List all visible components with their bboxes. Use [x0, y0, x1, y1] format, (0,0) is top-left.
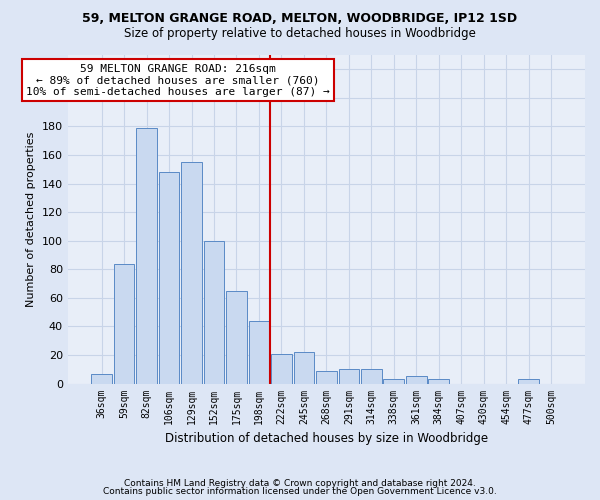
Text: 59, MELTON GRANGE ROAD, MELTON, WOODBRIDGE, IP12 1SD: 59, MELTON GRANGE ROAD, MELTON, WOODBRID…: [82, 12, 518, 26]
Bar: [136, 128, 157, 384]
Bar: [271, 354, 292, 384]
Text: Size of property relative to detached houses in Woodbridge: Size of property relative to detached ho…: [124, 28, 476, 40]
Text: Contains public sector information licensed under the Open Government Licence v3: Contains public sector information licen…: [103, 487, 497, 496]
Bar: [406, 376, 427, 384]
Bar: [226, 290, 247, 384]
Bar: [158, 172, 179, 384]
Text: 59 MELTON GRANGE ROAD: 216sqm
← 89% of detached houses are smaller (760)
10% of : 59 MELTON GRANGE ROAD: 216sqm ← 89% of d…: [26, 64, 330, 97]
Bar: [338, 370, 359, 384]
Bar: [293, 352, 314, 384]
Bar: [248, 320, 269, 384]
Bar: [428, 380, 449, 384]
Bar: [181, 162, 202, 384]
Bar: [518, 380, 539, 384]
X-axis label: Distribution of detached houses by size in Woodbridge: Distribution of detached houses by size …: [165, 432, 488, 445]
Bar: [91, 374, 112, 384]
Bar: [383, 380, 404, 384]
Bar: [203, 240, 224, 384]
Bar: [316, 370, 337, 384]
Bar: [114, 264, 134, 384]
Y-axis label: Number of detached properties: Number of detached properties: [26, 132, 36, 307]
Text: Contains HM Land Registry data © Crown copyright and database right 2024.: Contains HM Land Registry data © Crown c…: [124, 478, 476, 488]
Bar: [361, 370, 382, 384]
